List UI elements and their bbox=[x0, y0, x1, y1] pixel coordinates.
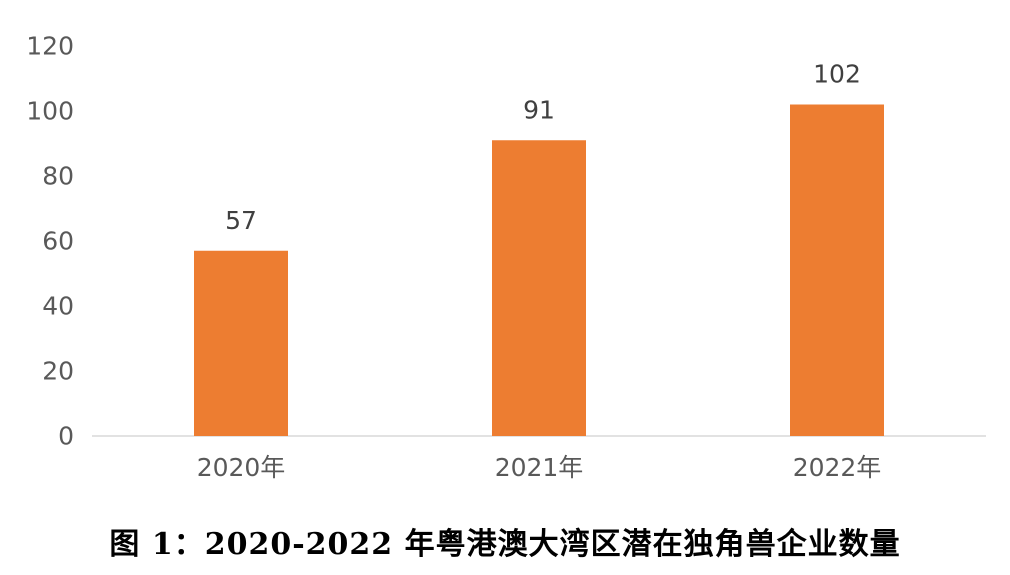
data-label: 57 bbox=[225, 206, 257, 235]
data-label: 102 bbox=[813, 60, 861, 89]
x-axis-labels: 2020年 2021年 2022年 bbox=[197, 453, 882, 482]
figure-caption: 图 1：2020-2022 年粤港澳大湾区潜在独角兽企业数量 bbox=[109, 527, 901, 562]
y-tick-label: 120 bbox=[26, 32, 74, 61]
bar bbox=[492, 140, 586, 436]
bars bbox=[194, 104, 884, 436]
x-tick-label: 2022年 bbox=[793, 453, 882, 482]
x-tick-label: 2021年 bbox=[495, 453, 584, 482]
bar bbox=[790, 104, 884, 436]
y-tick-label: 80 bbox=[42, 162, 74, 191]
x-tick-label: 2020年 bbox=[197, 453, 286, 482]
y-tick-label: 60 bbox=[42, 227, 74, 256]
data-label: 91 bbox=[523, 95, 555, 124]
y-tick-label: 100 bbox=[26, 97, 74, 126]
y-tick-label: 20 bbox=[42, 357, 74, 386]
bar bbox=[194, 250, 288, 436]
bar-chart: 0 20 40 60 80 100 120 57 91 102 2020年 2021年 2022年 bbox=[26, 32, 986, 482]
y-axis-ticks: 0 20 40 60 80 100 120 bbox=[26, 32, 74, 451]
data-labels: 57 91 102 bbox=[225, 60, 861, 235]
y-tick-label: 40 bbox=[42, 292, 74, 321]
y-tick-label: 0 bbox=[58, 422, 74, 451]
